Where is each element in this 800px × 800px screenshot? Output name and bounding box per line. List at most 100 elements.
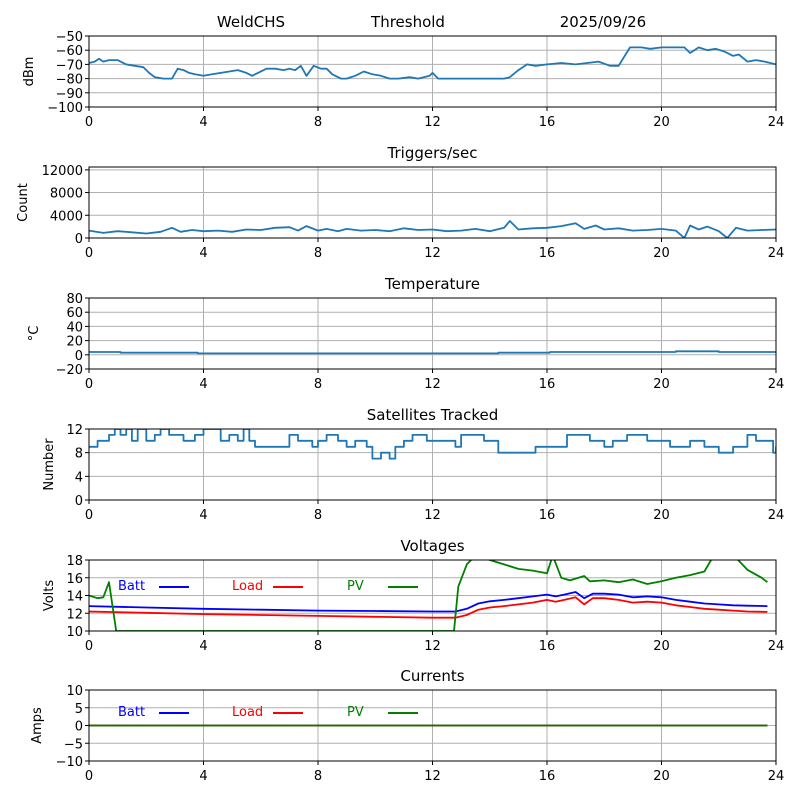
x-tick-label: 8 [314, 769, 322, 784]
y-tick-label: 10 [66, 625, 83, 640]
x-tick-label: 12 [424, 115, 441, 130]
y-tick-label: −60 [56, 44, 83, 59]
x-tick-label: 12 [424, 508, 441, 523]
x-tick-label: 12 [424, 246, 441, 261]
series-line-temperature [89, 350, 776, 355]
y-tick-label: 5 [75, 702, 83, 717]
y-tick-label: 4 [75, 470, 83, 485]
x-tick-label: 0 [85, 377, 93, 392]
y-tick-label: 12 [66, 423, 83, 438]
y-tick-label: 18 [66, 554, 83, 569]
x-tick-label: 4 [199, 639, 207, 654]
legend-label-batt: Batt [118, 579, 145, 594]
y-tick-label: −90 [56, 87, 83, 102]
x-tick-label: 0 [85, 769, 93, 784]
legend-label-load: Load [232, 705, 263, 720]
x-tick-label: 24 [768, 769, 785, 784]
y-axis-label: Volts [42, 580, 57, 612]
chart-panel-satellites: 0 4 8 12 16 20 24 0 4 8 12 Satellites Tracked Number [42, 406, 784, 523]
y-axis-label: °C [27, 326, 42, 342]
chart-title: Satellites Tracked [367, 406, 498, 424]
header-date: 2025/09/26 [560, 13, 646, 31]
y-tick-label: 16 [66, 572, 83, 587]
x-tick-label: 20 [653, 377, 670, 392]
y-tick-label: 40 [66, 320, 83, 335]
header-station: WeldCHS [217, 13, 285, 31]
x-tick-label: 8 [314, 639, 322, 654]
x-tick-label: 4 [199, 508, 207, 523]
x-tick-label: 12 [424, 377, 441, 392]
y-tick-label: −80 [56, 73, 83, 88]
y-axis-label: Number [42, 438, 57, 491]
y-tick-label: 0 [75, 720, 83, 735]
x-tick-label: 24 [768, 639, 785, 654]
chart-panel-currents: 0 4 8 12 16 20 24 −10 −5 0 5 10 Currents Amps Batt Load… [30, 667, 784, 784]
x-tick-label: 0 [85, 639, 93, 654]
series-line-threshold [89, 46, 776, 80]
series-line-triggers [89, 220, 776, 238]
x-tick-label: 8 [314, 115, 322, 130]
x-tick-label: 16 [539, 508, 556, 523]
y-tick-label: 10 [66, 684, 83, 699]
y-tick-label: 8000 [50, 187, 83, 202]
y-tick-label: 20 [66, 335, 83, 350]
y-tick-label: 4000 [50, 209, 83, 224]
legend-label-batt: Batt [118, 705, 145, 720]
y-axis-label: Amps [30, 707, 45, 744]
y-tick-label: 0 [75, 349, 83, 364]
x-tick-label: 4 [199, 115, 207, 130]
x-tick-label: 16 [539, 769, 556, 784]
x-tick-label: 0 [85, 508, 93, 523]
y-tick-label: 0 [75, 232, 83, 247]
x-tick-label: 16 [539, 115, 556, 130]
series-line-load [89, 596, 768, 619]
y-tick-label: 14 [66, 590, 83, 605]
y-tick-label: 8 [75, 447, 83, 462]
x-tick-label: 8 [314, 508, 322, 523]
x-tick-label: 20 [653, 769, 670, 784]
y-tick-label: −70 [56, 58, 83, 73]
y-tick-label: 12 [66, 607, 83, 622]
chart-panel-voltages: 0 4 8 12 16 20 24 10 12 14 16 18 Voltages Volts Batt Lo… [42, 537, 784, 654]
y-tick-label: −50 [56, 30, 83, 45]
series-line-pv [89, 560, 768, 631]
y-tick-label: 60 [66, 306, 83, 321]
x-tick-label: 20 [653, 115, 670, 130]
y-tick-label: −10 [56, 755, 83, 770]
x-tick-label: 12 [424, 639, 441, 654]
x-tick-label: 20 [653, 508, 670, 523]
x-tick-label: 24 [768, 115, 785, 130]
x-tick-label: 16 [539, 377, 556, 392]
y-tick-label: 0 [75, 494, 83, 509]
y-tick-label: 80 [66, 292, 83, 307]
series-line-batt [89, 591, 768, 613]
x-tick-label: 8 [314, 246, 322, 261]
x-tick-label: 16 [539, 639, 556, 654]
y-tick-label: −100 [47, 101, 83, 116]
x-tick-label: 24 [768, 508, 785, 523]
chart-title: Triggers/sec [387, 144, 478, 162]
y-tick-label: −20 [56, 363, 83, 378]
x-tick-label: 24 [768, 377, 785, 392]
legend-label-load: Load [232, 579, 263, 594]
x-tick-label: 12 [424, 769, 441, 784]
legend-label-pv: PV [347, 579, 364, 594]
x-tick-label: 0 [85, 115, 93, 130]
chart-title: Temperature [384, 275, 480, 293]
x-tick-label: 24 [768, 246, 785, 261]
x-tick-label: 16 [539, 246, 556, 261]
x-tick-label: 8 [314, 377, 322, 392]
legend-label-pv: PV [347, 705, 364, 720]
chart-panel-signal: 0 4 8 12 16 20 24 −50−60−70−80−90−100 dBm [22, 30, 784, 130]
y-axis-label: dBm [22, 57, 37, 87]
series-line-satellites [89, 429, 776, 460]
chart-title: Voltages [400, 537, 464, 555]
header-mode: Threshold [370, 13, 445, 31]
x-tick-label: 20 [653, 639, 670, 654]
y-axis-label: Count [16, 183, 31, 222]
x-tick-label: 20 [653, 246, 670, 261]
x-tick-label: 4 [199, 769, 207, 784]
chart-panel-triggers: 0 4 8 12 16 20 24 0 4000 8000 12000 Triggers/sec Cou… [16, 144, 784, 261]
